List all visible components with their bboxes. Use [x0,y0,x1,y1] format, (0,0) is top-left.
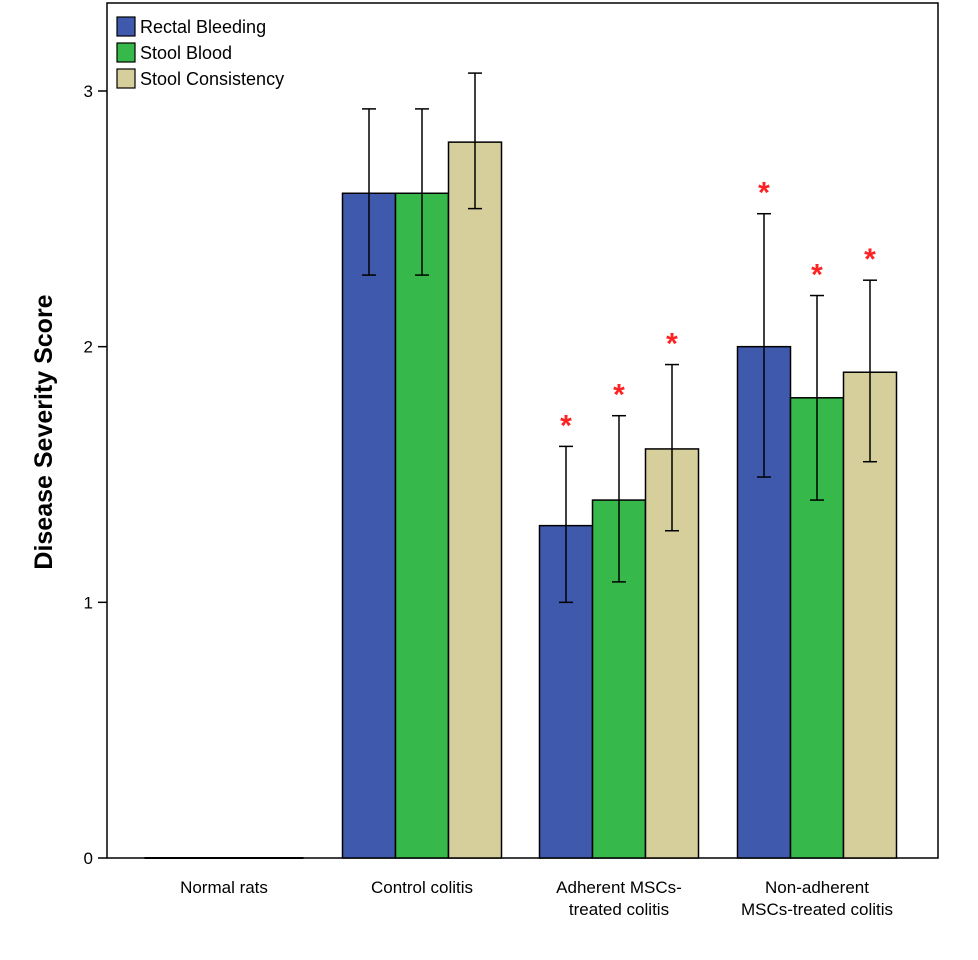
axes [106,2,939,859]
legend-swatch [116,68,136,89]
legend-label: Stool Blood [140,43,232,63]
significance-star: * [811,259,823,292]
y-tick-label: 1 [84,593,93,612]
y-tick-label: 3 [84,82,93,101]
significance-star: * [864,243,876,276]
legend-label: Rectal Bleeding [140,17,266,37]
significance-markers: * * * * * * [560,177,876,443]
category-label: Adherent MSCs- [556,878,682,897]
significance-star: * [560,409,572,442]
significance-star: * [758,177,770,210]
legend-label: Stool Consistency [140,69,284,89]
bar [341,192,397,859]
category-labels: Normal rats Control colitis Adherent MSCs-… [180,878,893,919]
bar [447,141,503,859]
error-bars [362,72,877,604]
y-tick-label: 0 [84,849,93,868]
significance-star: * [666,328,678,361]
category-label: Non-adherent [765,878,869,897]
y-tick-label: 2 [84,338,93,357]
bars [144,141,898,859]
legend: Rectal Bleeding Stool Blood Stool Consiste… [116,16,284,89]
category-label: MSCs-treated colitis [741,900,893,919]
category-label: Normal rats [180,878,268,897]
bar [394,192,450,859]
category-label: Control colitis [371,878,473,897]
y-axis-title: Disease Severity Score [30,294,58,569]
legend-swatch [116,16,136,37]
legend-swatch [116,42,136,63]
category-label: treated colitis [569,900,669,919]
y-ticks: 0 1 2 3 [84,82,107,868]
significance-star: * [613,379,625,412]
plot-frame [106,2,939,859]
